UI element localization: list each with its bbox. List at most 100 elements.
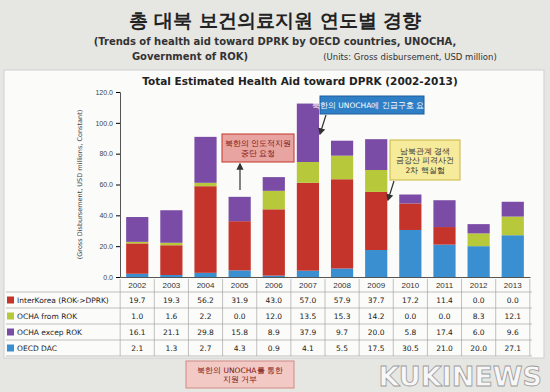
x-tick: 2002 xyxy=(128,281,146,290)
table-value: 2.7 xyxy=(200,344,212,353)
bar-segment xyxy=(297,271,319,277)
bar-segment xyxy=(194,273,216,277)
table-rule xyxy=(393,279,394,356)
bar-segment xyxy=(126,243,148,273)
annotation-line: 북한의 UNOCHA에 긴급구호 요청 xyxy=(312,101,432,110)
x-tick: 2009 xyxy=(367,281,385,290)
table-value: 9.7 xyxy=(336,328,348,337)
y-tick-mark xyxy=(116,185,120,186)
table-value: 15.8 xyxy=(231,328,248,337)
annotation-line: 북한의 인도적지원 xyxy=(225,139,291,148)
table-rule xyxy=(461,279,462,356)
x-axis-line xyxy=(121,277,531,278)
table-value: 20.0 xyxy=(368,328,385,337)
table-value: 17.5 xyxy=(368,344,385,353)
y-tick-mark xyxy=(116,277,120,278)
bar-segment xyxy=(331,141,353,156)
bar-segment xyxy=(331,156,353,180)
bar-series xyxy=(126,179,455,275)
table-value: 29.8 xyxy=(197,328,214,337)
table-value: 12.0 xyxy=(265,312,282,321)
bar-segment xyxy=(331,179,353,268)
table-value: 56.2 xyxy=(197,296,214,305)
bar-segment xyxy=(365,170,387,192)
page-subtitle: (Trends of health aid toward DPRK by OEC… xyxy=(94,36,457,47)
table-value: 5.8 xyxy=(404,328,416,337)
x-tick: 2006 xyxy=(265,281,283,290)
table-value: 57.9 xyxy=(334,296,351,305)
table-value: 20.0 xyxy=(470,344,487,353)
bar-segment xyxy=(468,246,490,277)
table-rule xyxy=(529,279,530,356)
table-value: 14.2 xyxy=(368,312,385,321)
table-rule xyxy=(6,308,532,309)
table-value: 37.7 xyxy=(368,296,385,305)
bar-segment xyxy=(365,192,387,250)
table-value: 8.9 xyxy=(268,328,280,337)
annotation-text: 북한의 UNOCHA에 긴급구호 요청 xyxy=(312,101,432,110)
data-table: InterKorea (ROK->DPRK)19.719.356.231.943… xyxy=(6,279,532,356)
bar-segment xyxy=(263,209,285,275)
bar-segment xyxy=(468,224,490,233)
annotation-arrow xyxy=(320,115,326,134)
bar-segment xyxy=(297,162,319,183)
y-tick-mark xyxy=(116,154,120,155)
table-value: 4.1 xyxy=(302,344,314,353)
x-tick: 2013 xyxy=(504,281,522,290)
table-rule xyxy=(222,279,223,356)
y-tick: 100.0 xyxy=(95,120,120,127)
watermark: KUKINEWS xyxy=(378,361,542,392)
annotation-line: 북한의 UNOCHA를 통한 xyxy=(197,366,283,375)
legend-label: InterKorea (ROK->DPRK) xyxy=(17,296,109,305)
table-value: 0.0 xyxy=(439,312,451,321)
y-tick-mark xyxy=(116,92,120,93)
y-tick: 0.0 xyxy=(103,274,120,281)
table-value: 16.1 xyxy=(129,328,146,337)
bar-segment xyxy=(263,191,285,210)
table-value: 43.0 xyxy=(265,296,282,305)
x-tick: 2011 xyxy=(436,281,454,290)
table-value: 21.1 xyxy=(163,328,180,337)
y-axis: 0.020.040.060.080.0100.0120.0 xyxy=(95,89,120,281)
x-tick: 2008 xyxy=(333,281,351,290)
y-axis-line xyxy=(116,93,121,278)
x-tick-label: 2010 xyxy=(401,281,419,290)
annotation-text: 남북관계 경색금강산 피격사건2차 핵실험 xyxy=(396,147,454,175)
table-rule xyxy=(427,279,428,356)
bar-segment xyxy=(126,242,148,244)
table-value: 30.5 xyxy=(402,344,419,353)
x-axis: 2002200320042005200620072008200920102011… xyxy=(121,278,531,290)
table-value: 12.1 xyxy=(504,312,521,321)
chart-panel xyxy=(4,70,544,358)
bar-segment xyxy=(399,203,421,230)
bar-segment xyxy=(194,186,216,273)
legend-label: OCHA excep ROK xyxy=(17,328,83,337)
y-tick: 60.0 xyxy=(99,181,120,188)
page-subtitle: Government of ROK) xyxy=(132,51,248,62)
bar-segment xyxy=(399,195,421,204)
table-rule xyxy=(256,279,257,356)
bar-segment xyxy=(263,276,285,277)
table-rule xyxy=(6,324,532,325)
bar-series xyxy=(126,230,524,277)
x-tick-label: 2003 xyxy=(162,281,180,290)
bar-segment xyxy=(297,104,319,162)
bar-segment xyxy=(160,243,182,245)
table-value: 5.5 xyxy=(336,344,348,353)
chart-title: Total Estimated Health Aid toward DPRK (… xyxy=(142,75,457,87)
legend-swatch xyxy=(7,329,14,336)
table-rule xyxy=(325,279,326,356)
x-tick-label: 2004 xyxy=(197,281,215,290)
bar-segment xyxy=(297,183,319,271)
legend-swatch xyxy=(7,313,14,320)
bar-segment xyxy=(433,200,455,227)
bar-segment xyxy=(160,245,182,275)
bar-segment xyxy=(160,275,182,277)
table-value: 37.9 xyxy=(300,328,317,337)
x-tick: 2004 xyxy=(197,281,215,290)
annotation-text: 북한의 UNOCHA를 통한지원 거부 xyxy=(197,366,283,385)
table-value: 21.0 xyxy=(436,344,453,353)
y-tick-mark xyxy=(116,215,120,216)
table-value: 6.0 xyxy=(473,328,485,337)
table-value: 0.0 xyxy=(404,312,416,321)
